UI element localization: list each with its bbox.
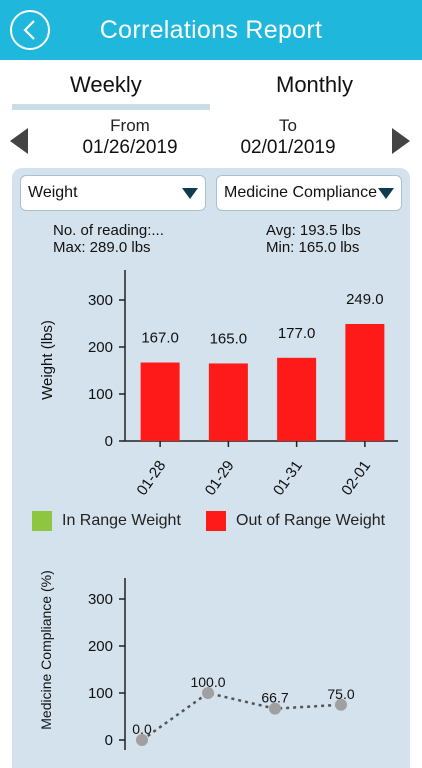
stat-avg: Avg: 193.5 lbs	[266, 222, 361, 239]
app-header: Correlations Report	[0, 0, 422, 60]
active-tab-indicator	[12, 104, 210, 110]
stat-min: Min: 165.0 lbs	[266, 239, 360, 256]
to-date: 02/01/2019	[240, 137, 336, 158]
legend-swatch-out-range	[206, 511, 226, 531]
from-caption: From	[110, 116, 150, 135]
bar-value-label: 177.0	[278, 325, 316, 342]
period-tabs: Weekly Monthly	[0, 60, 422, 112]
stat-readings: No. of reading:...	[53, 222, 164, 239]
point-value-label: 100.0	[190, 674, 225, 690]
previous-period-icon[interactable]	[10, 128, 28, 154]
bar	[208, 363, 248, 441]
legend-label-out-range: Out of Range Weight	[236, 512, 386, 529]
legend-swatch-in-range	[32, 511, 52, 531]
y-axis-label: Weight (lbs)	[39, 320, 56, 400]
bar-value-label: 165.0	[210, 330, 248, 347]
y-axis-label: Medicine Compliance (%)	[38, 570, 54, 730]
caret-down-icon	[378, 187, 394, 199]
y-tick-label: 0	[105, 732, 113, 749]
y-tick-label: 100	[88, 685, 113, 702]
metric-select-right[interactable]: Medicine Compliance	[216, 175, 402, 211]
stat-max: Max: 289.0 lbs	[53, 239, 151, 256]
tab-weekly[interactable]: Weekly	[70, 72, 142, 97]
y-tick-label: 300	[88, 292, 113, 309]
y-tick-label: 300	[88, 591, 113, 608]
data-point	[202, 687, 214, 699]
point-value-label: 0.0	[132, 721, 152, 737]
point-value-label: 75.0	[327, 686, 354, 702]
bar	[277, 357, 317, 441]
compliance-line-chart: 0 100 200 300 Medicine Compliance (%) 0.0 100.…	[38, 570, 355, 750]
data-point	[136, 734, 148, 746]
to-caption: To	[279, 116, 297, 135]
back-button[interactable]	[10, 10, 50, 50]
next-period-icon[interactable]	[392, 128, 410, 154]
legend-out-range: Out of Range Weight	[206, 510, 385, 532]
metric-select-right-value: Medicine Compliance	[224, 184, 377, 201]
legend-label-in-range: In Range Weight	[62, 512, 181, 529]
bar	[140, 362, 180, 441]
y-tick-label: 200	[88, 339, 113, 356]
report-panel	[12, 168, 410, 768]
point-value-label: 66.7	[261, 690, 288, 706]
series-line	[141, 691, 342, 742]
tab-monthly[interactable]: Monthly	[276, 72, 354, 97]
from-date: 01/26/2019	[82, 137, 178, 158]
bar-value-label: 167.0	[141, 330, 179, 347]
date-to: To 02/01/2019	[228, 116, 348, 160]
y-tick-label: 0	[105, 433, 113, 450]
caret-down-icon	[182, 187, 198, 199]
page-title: Correlations Report	[99, 15, 323, 44]
data-point	[269, 702, 281, 715]
legend-in-range: In Range Weight	[32, 510, 181, 532]
y-tick-label: 100	[88, 386, 113, 403]
chevron-left-icon	[23, 20, 35, 40]
date-range-nav: From 01/26/2019 To 02/01/2019	[0, 116, 422, 164]
bar	[345, 323, 385, 441]
date-from: From 01/26/2019	[70, 116, 190, 160]
data-point	[335, 698, 347, 711]
metric-select-left[interactable]: Weight	[20, 175, 206, 211]
y-tick-label: 200	[88, 638, 113, 655]
metric-select-left-value: Weight	[28, 184, 78, 201]
bar-value-label: 249.0	[346, 291, 384, 308]
